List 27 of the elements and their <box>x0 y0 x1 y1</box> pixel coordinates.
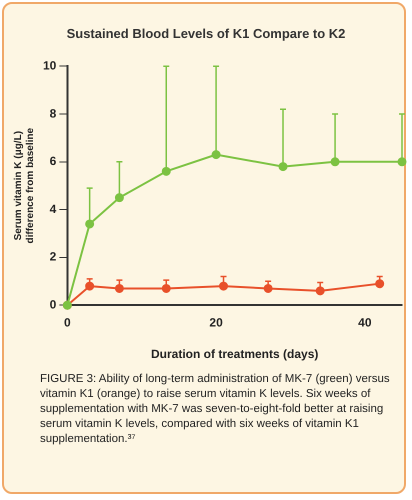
point <box>85 282 94 291</box>
point <box>330 157 340 166</box>
y-tick-label: 2 <box>50 250 57 264</box>
point <box>316 286 325 296</box>
y-tick-label: 0 <box>50 298 57 312</box>
point <box>114 284 124 293</box>
x-tick-label: 40 <box>358 316 372 330</box>
point <box>85 219 94 228</box>
point <box>264 284 273 293</box>
point <box>278 162 288 172</box>
y-tick-label: 4 <box>50 202 57 216</box>
point <box>114 193 124 202</box>
x-tick-label: 20 <box>209 316 224 330</box>
y-tick-label: 10 <box>42 58 57 73</box>
x-tick-label: 0 <box>64 316 72 330</box>
point <box>212 150 221 160</box>
chart-title: Sustained Blood Levels of K1 Compare to K2 <box>66 26 346 41</box>
y-tick-label: 8 <box>50 106 57 120</box>
point <box>398 157 406 166</box>
caption: FIGURE 3: Ability of long-term administration of MK-7 (green) versus vitamin K1 (orange) to raise serum vitamin K levels. Six weeks of supplementation with MK-7 was seven-to-eight-fold better at raising serum vitamin K levels, compared with six weeks of vitamin K1 supplementation.³⁷ <box>40 372 390 447</box>
point <box>219 282 228 291</box>
y-tick-label: 6 <box>50 154 57 168</box>
x-axis-title: Duration of treatments (days) <box>150 347 318 362</box>
point <box>162 284 171 293</box>
point <box>162 166 171 176</box>
point <box>375 279 384 288</box>
y-axis-title: Serum vitamin K (μg/L) difference from baseline <box>12 127 36 244</box>
